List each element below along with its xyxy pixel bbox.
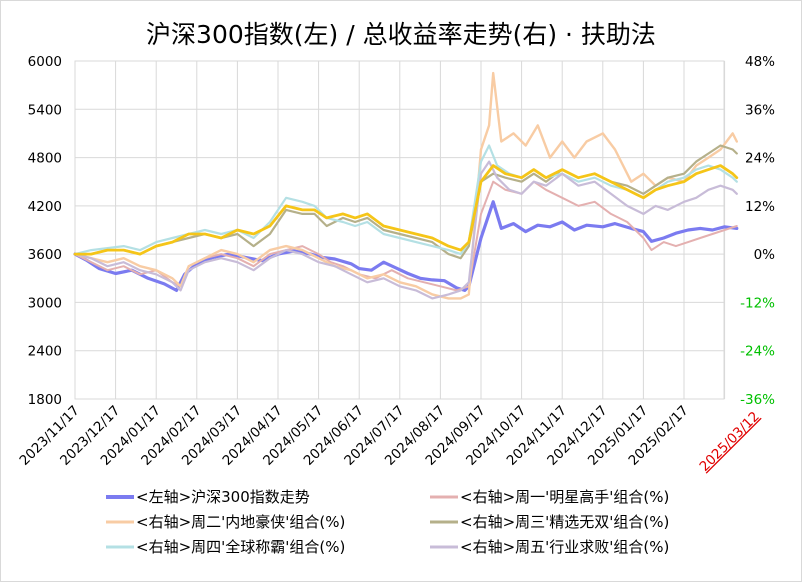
grid xyxy=(74,60,726,400)
series-line-5 xyxy=(73,160,738,300)
legend-label: <右轴>周一'明星高手'组合(%) xyxy=(460,488,669,506)
series-line-4 xyxy=(73,144,738,256)
y-left-tick-label: 5400 xyxy=(28,102,62,118)
legend-label: <右轴>周四'全球称霸'组合(%) xyxy=(136,538,345,556)
legend-label: <右轴>周二'内地豪侠'组合(%) xyxy=(136,513,345,531)
y-right-tick-label: 24% xyxy=(745,151,775,167)
y-axis-right: -36% -24% -12% 0% 12% 24% 36% 48% xyxy=(740,54,775,408)
legend: <左轴>沪深300指数走势 <右轴>周一'明星高手'组合(%) <右轴>周二'内地豪… xyxy=(106,488,669,556)
y-left-tick-label: 3000 xyxy=(28,295,62,311)
series-line-2 xyxy=(73,71,738,300)
y-left-tick-label: 6000 xyxy=(28,54,62,70)
y-right-tick-label: -12% xyxy=(740,295,775,311)
y-left-tick-label: 4800 xyxy=(28,151,62,167)
legend-label: <左轴>沪深300指数走势 xyxy=(136,488,310,506)
y-left-tick-label: 4200 xyxy=(28,199,62,215)
y-left-tick-label: 3600 xyxy=(28,247,62,263)
series-lines xyxy=(73,71,739,300)
legend-label: <右轴>周五'行业求败'组合(%) xyxy=(460,538,669,556)
legend-label: <右轴>周三'精选无双'组合(%) xyxy=(460,513,669,531)
y-right-tick-label: -36% xyxy=(740,392,775,408)
series-line-6 xyxy=(73,164,739,256)
chart-title: 沪深300指数(左) / 总收益率走势(右) · 扶助法 xyxy=(146,20,656,49)
x-tick-label: 2025/03/12 xyxy=(696,409,762,475)
y-right-tick-label: 48% xyxy=(745,54,775,70)
y-left-tick-label: 1800 xyxy=(28,392,62,408)
x-axis: 2023/11/172023/12/172024/01/172024/02/17… xyxy=(16,403,762,475)
y-right-tick-label: 36% xyxy=(745,102,775,118)
y-right-tick-label: 0% xyxy=(754,247,776,263)
y-left-tick-label: 2400 xyxy=(28,344,62,360)
y-right-tick-label: 12% xyxy=(745,199,775,215)
y-right-tick-label: -24% xyxy=(740,344,775,360)
y-axis-left: 1800 2400 3000 3600 4200 4800 5400 6000 xyxy=(28,54,62,408)
